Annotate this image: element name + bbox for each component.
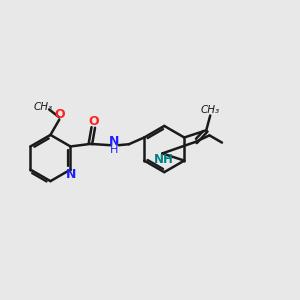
Text: O: O [54, 108, 65, 121]
Text: NH: NH [154, 153, 174, 167]
Text: N: N [66, 168, 76, 181]
Text: O: O [88, 116, 99, 128]
Text: CH₃: CH₃ [201, 105, 220, 115]
Text: CH₃: CH₃ [34, 102, 53, 112]
Text: N: N [109, 136, 120, 148]
Text: H: H [110, 145, 119, 155]
